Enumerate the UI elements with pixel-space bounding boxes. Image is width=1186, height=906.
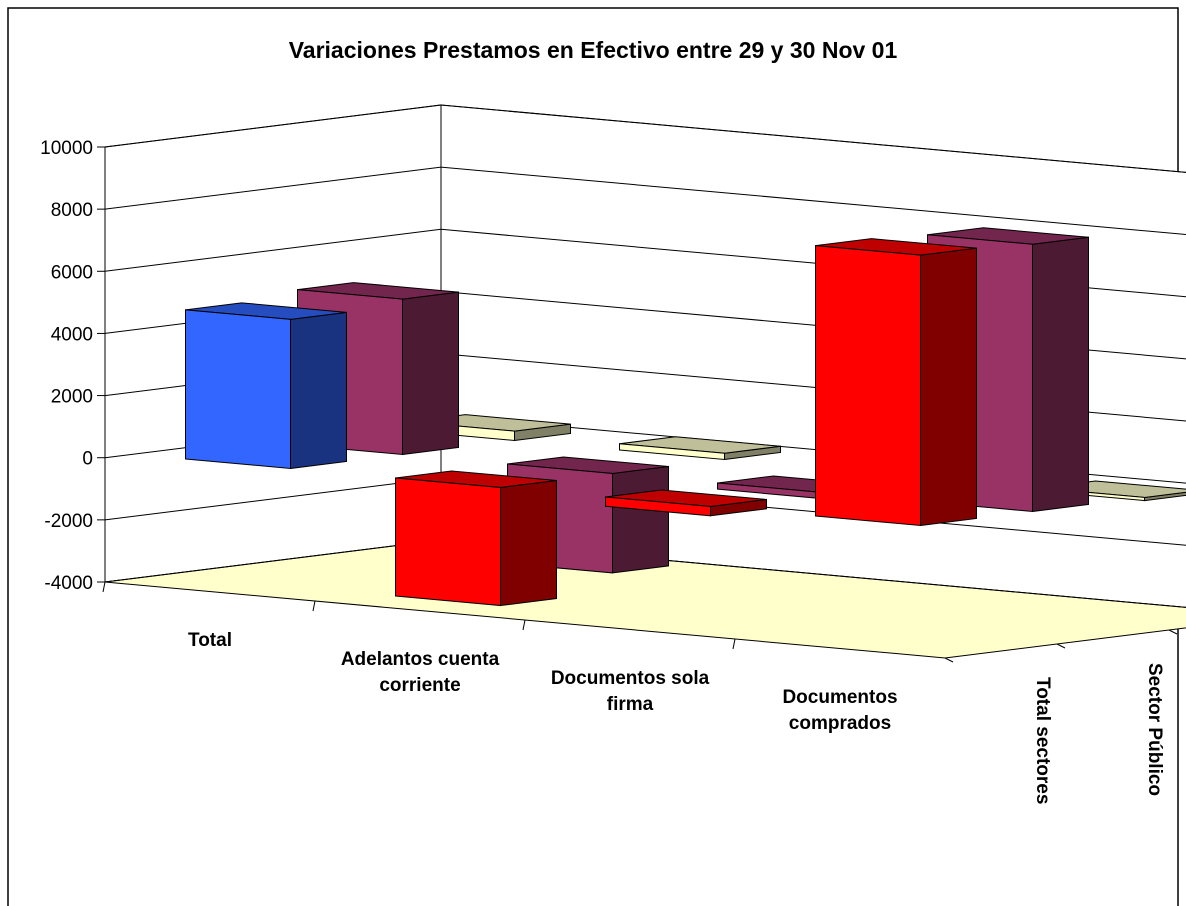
depth-tick: [944, 657, 954, 663]
bar: [815, 245, 921, 527]
y-tick-label: 2000: [51, 387, 93, 408]
x-tick-label: Documentos comprados: [782, 686, 898, 734]
bar: [395, 477, 501, 607]
y-tick-label: 0: [82, 449, 93, 470]
bar: [605, 496, 711, 517]
legend-label: Sector Público: [1144, 663, 1165, 796]
depth-tick: [1056, 643, 1066, 649]
legend-label: Total sectores: [1032, 677, 1053, 804]
chart-title: Variaciones Prestamos en Efectivo entre …: [289, 37, 898, 63]
x-tick: [312, 600, 316, 612]
grid-line: [104, 166, 1186, 236]
bar-side: [402, 291, 459, 456]
y-tick-label: 8000: [51, 200, 93, 221]
bar-side: [1032, 236, 1089, 513]
x-tick-label: Total: [188, 629, 232, 651]
bar-side: [612, 465, 669, 574]
x-tick: [102, 581, 106, 593]
grid-line: [104, 104, 1186, 173]
y-tick-label: 10000: [40, 138, 93, 159]
depth-tick: [1168, 629, 1178, 635]
bar-side: [500, 479, 557, 607]
bar-side: [920, 247, 977, 527]
y-tick-label: 4000: [51, 324, 93, 345]
x-tick-label: Adelantos cuenta corriente: [340, 648, 500, 696]
bar: [185, 309, 291, 470]
x-tick: [732, 638, 736, 650]
y-tick-label: 6000: [51, 262, 93, 283]
y-tick-label: -4000: [44, 573, 93, 594]
x-tick-label: Documentos sola firma: [550, 667, 710, 715]
bar: [619, 443, 725, 461]
bar-side: [290, 311, 347, 470]
y-tick-label: -2000: [44, 511, 93, 532]
x-tick: [522, 619, 526, 631]
